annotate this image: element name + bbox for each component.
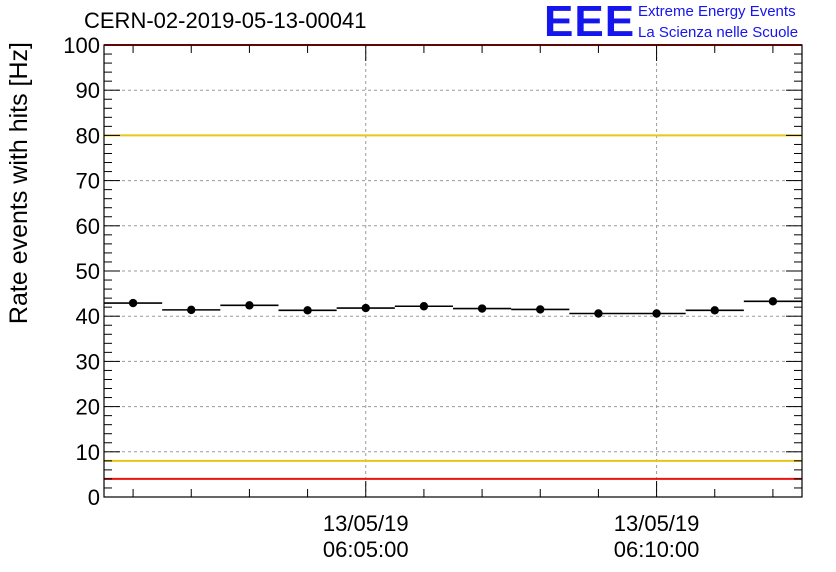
eee-logo-line2: La Scienza nelle Scuole [638, 24, 799, 41]
y-tick-label: 90 [76, 78, 100, 103]
data-point [245, 301, 254, 310]
axis-labels: 010203040506070809010013/05/1906:05:0013… [63, 33, 699, 562]
data-point [128, 298, 138, 308]
y-tick-label: 60 [76, 214, 100, 239]
data-point [594, 309, 603, 318]
data-point [536, 305, 545, 314]
eee-logo-line1: Extreme Energy Events [638, 3, 796, 20]
data-point [187, 305, 196, 315]
data-point [361, 303, 370, 313]
data-point [303, 306, 312, 315]
x-tick-label-time: 06:10:00 [614, 537, 700, 562]
x-tick-label-time: 06:05:00 [323, 537, 409, 562]
x-tick-label-date: 13/05/19 [323, 511, 409, 536]
plot-frame [103, 44, 803, 498]
y-tick-label: 70 [76, 169, 100, 194]
y-tick-label: 40 [76, 304, 100, 329]
x-tick-label-date: 13/05/19 [614, 511, 700, 536]
data-point [710, 306, 719, 315]
data-point [652, 309, 661, 318]
data-point [477, 304, 487, 313]
y-axis-label: Rate events with hits [Hz] [5, 42, 33, 324]
run-title: CERN-02-2019-05-13-00041 [84, 8, 367, 33]
y-tick-label: 20 [76, 395, 100, 420]
grid [104, 45, 802, 497]
y-tick-label: 30 [76, 349, 100, 374]
y-tick-label: 100 [63, 33, 100, 58]
reference-lines [104, 44, 802, 480]
y-tick-label: 50 [76, 259, 100, 284]
data-series [104, 297, 802, 318]
y-tick-label: 80 [76, 123, 100, 148]
axis-ticks [104, 44, 802, 498]
eee-logo: EEE [544, 0, 636, 46]
y-tick-label: 10 [76, 440, 100, 465]
data-point [768, 297, 778, 306]
y-tick-label: 0 [88, 485, 100, 510]
data-point [419, 302, 429, 311]
